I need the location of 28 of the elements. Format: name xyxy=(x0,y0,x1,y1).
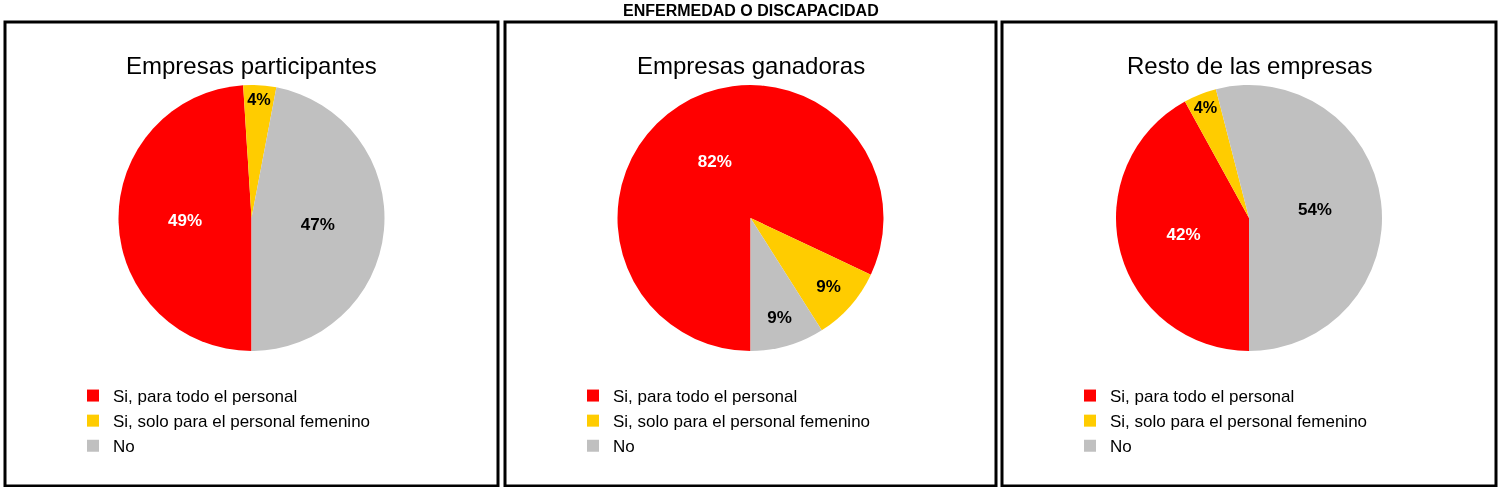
legend-label: No xyxy=(1110,437,1132,457)
text: ENFERMEDAD O DISCAPACIDAD xyxy=(623,2,879,19)
chart-title: Empresas participantes xyxy=(126,52,377,79)
pie-slice xyxy=(1215,85,1382,351)
pie-slice xyxy=(750,218,871,331)
pie-slice xyxy=(243,85,277,218)
legend-label: Si, solo para el personal femenino xyxy=(613,412,871,432)
chart-title: Empresas ganadoras xyxy=(637,52,866,79)
pie-slice xyxy=(1116,101,1249,351)
data-label: 4% xyxy=(247,90,271,109)
data-label: 54% xyxy=(1297,200,1332,220)
legend-label: Si, solo para el personal femenino xyxy=(1110,412,1368,432)
pie-slice xyxy=(1184,89,1249,218)
legend-label: Si, para todo el personal xyxy=(613,387,798,407)
legend-label: Si, para todo el personal xyxy=(113,387,298,407)
chart-title: Resto de las empresas xyxy=(1127,52,1373,79)
legend-label: Si, solo para el personal femenino xyxy=(113,412,371,432)
legend-label: Si, para todo el personal xyxy=(1110,387,1295,407)
data-label: 49% xyxy=(168,210,203,230)
data-label: 47% xyxy=(300,214,335,234)
data-label: 9% xyxy=(816,277,841,297)
data-label: 9% xyxy=(767,308,792,328)
data-label: 82% xyxy=(697,152,732,172)
data-label: 42% xyxy=(1166,225,1201,245)
data-label: 4% xyxy=(1193,98,1218,117)
pie-slice xyxy=(617,85,884,351)
legend-label: No xyxy=(113,437,135,457)
legend-label: No xyxy=(613,437,635,457)
